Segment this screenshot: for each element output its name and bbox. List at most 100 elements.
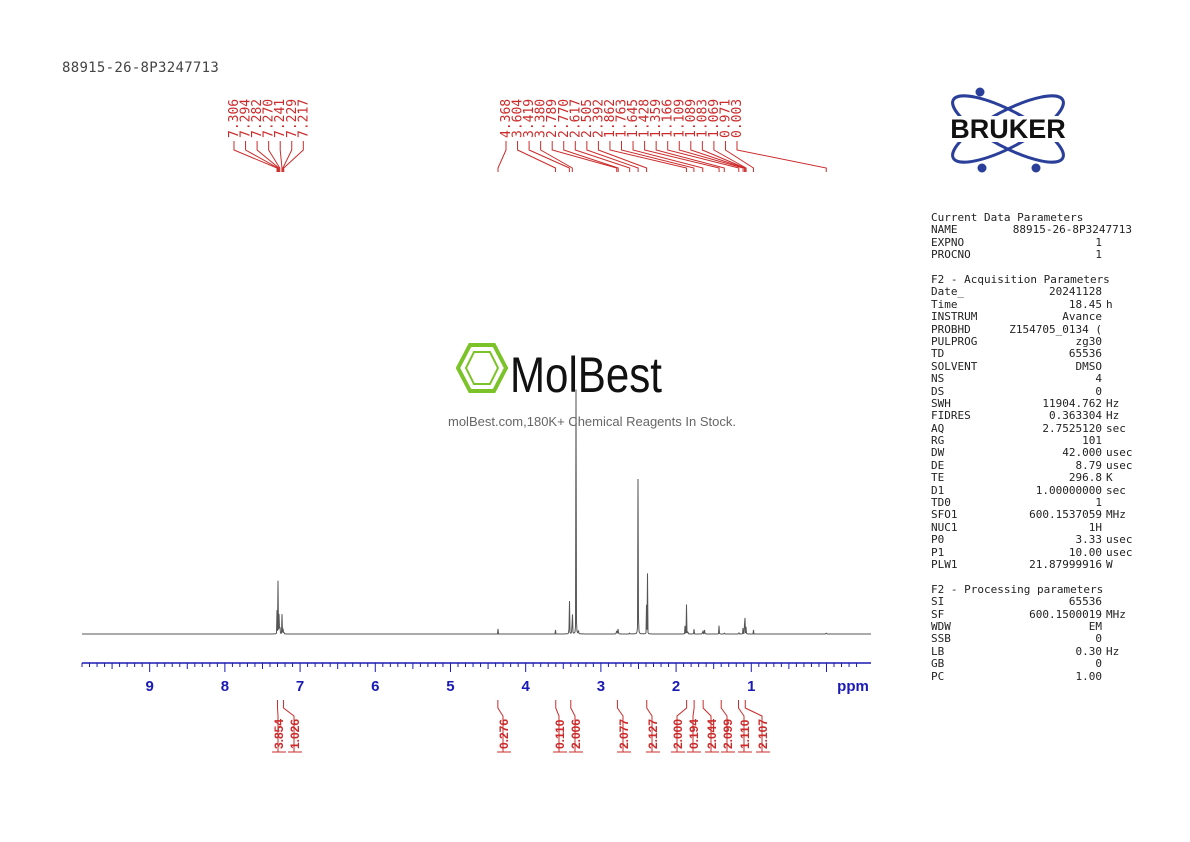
integral-value: 0.110 — [553, 719, 567, 749]
param-value: 21.87999916 — [1029, 557, 1102, 571]
param-row: PROCNO 1 — [931, 248, 1146, 262]
integral-leader-line — [744, 700, 763, 752]
param-key: EXPNO — [931, 235, 965, 249]
param-value: 0.30 — [1075, 644, 1103, 658]
param-row: SFO1 600.1537059 MHz — [931, 508, 1146, 522]
molbest-logo-text: MolBest — [510, 347, 662, 400]
param-value: 296.8 — [1068, 471, 1102, 485]
integral-leader-line — [692, 700, 695, 752]
x-tick-label: 9 — [146, 678, 154, 695]
spectrum-trace-group — [82, 389, 871, 635]
peak-leader-line — [678, 141, 744, 172]
peak-leader-line — [279, 141, 283, 172]
param-row: PROBHD Z154705_0134 ( — [931, 322, 1146, 336]
x-tick-label: 7 — [296, 678, 304, 695]
peak-label: 0.003 — [730, 99, 745, 138]
param-value: 10.00 — [1068, 545, 1102, 559]
param-key: PROCNO — [931, 248, 971, 262]
integral-leader-line — [720, 700, 728, 752]
x-tick-label: 3 — [597, 678, 605, 695]
param-value: 88915-26-8P3247713 — [1012, 223, 1132, 237]
param-key: PC — [931, 669, 945, 683]
param-row: DW 42.000 usec — [931, 446, 1146, 460]
sample-id: 88915-26-8P3247713 — [62, 60, 220, 76]
param-key: INSTRUM — [931, 310, 978, 324]
param-key: PROBHD — [931, 322, 971, 336]
bruker-logo: BRUKER — [920, 82, 1095, 181]
peak-label: 3.380 — [534, 99, 549, 138]
param-value: 1 — [1095, 235, 1102, 249]
peak-leader-line — [245, 141, 279, 172]
peak-label: 2.617 — [568, 99, 583, 138]
integral-value: 2.107 — [756, 719, 770, 749]
param-value: 2.7525120 — [1042, 421, 1102, 435]
peak-leader-line — [713, 141, 747, 172]
param-key: SOLVENT — [931, 359, 978, 373]
integral-value: 2.044 — [705, 719, 719, 749]
x-axis: 9 8 7 6 5 4 3 2 1 ppm — [81, 662, 871, 695]
peak-leader-line — [256, 141, 280, 172]
param-value: 18.45 — [1068, 297, 1102, 311]
peak-leader-line — [283, 141, 304, 172]
param-key: PLW1 — [931, 557, 958, 571]
integral-value: 0.276 — [497, 719, 511, 749]
param-value: EM — [1088, 619, 1102, 633]
param-key: SFO1 — [931, 508, 958, 522]
peak-label: 7.294 — [239, 99, 254, 138]
peak-label: 4.368 — [499, 99, 514, 138]
peak-leader-line — [563, 141, 619, 172]
integral-group: 3.854 1.026 0.276 0.110 2.006 2.077 2.127 2.000… — [272, 700, 770, 753]
param-row: Date_ 20241128 — [931, 285, 1146, 298]
integral-leader-line — [646, 700, 653, 752]
param-key: TD — [931, 347, 945, 361]
param-key: AQ — [931, 421, 945, 435]
param-row: LB 0.30 Hz — [931, 644, 1146, 658]
param-value: 42.000 — [1062, 446, 1102, 460]
peak-label: 7.306 — [227, 99, 242, 138]
peak-label: 1.083 — [695, 99, 710, 138]
peak-label: 1.645 — [626, 99, 641, 138]
bruker-logo-text: BRUKER — [950, 114, 1066, 144]
molbest-logo: MolBest — [452, 340, 667, 404]
param-key: SWH — [931, 396, 951, 410]
peak-label: 7.241 — [273, 99, 288, 138]
peak-leader-line — [497, 141, 507, 172]
params-proc-title: F2 - Processing parameters — [931, 582, 1104, 596]
integral-value: 2.006 — [569, 719, 583, 749]
peak-leader-line — [632, 141, 704, 172]
peak-leader-line — [724, 141, 754, 172]
x-axis-label: ppm — [837, 678, 869, 695]
peak-label: 2.505 — [580, 99, 595, 138]
param-unit: W — [1106, 557, 1113, 571]
integral-value: 0.194 — [687, 719, 701, 749]
param-value: 0 — [1095, 657, 1102, 671]
param-row: D1 1.00000000 sec — [931, 484, 1146, 497]
x-tick-label: 8 — [221, 678, 229, 695]
peak-leader-line — [736, 141, 827, 172]
params-current-title: Current Data Parameters — [931, 211, 1084, 224]
param-key: RG — [931, 434, 945, 448]
param-unit: Hz — [1106, 644, 1120, 658]
peak-label: 7.270 — [262, 99, 277, 138]
integral-value: 2.127 — [646, 719, 660, 749]
integral-value: 1.026 — [288, 719, 302, 749]
peak-label: 7.229 — [285, 99, 300, 138]
peak-label: 1.428 — [638, 99, 653, 138]
peak-label: 1.109 — [672, 99, 687, 138]
x-tick-label: 6 — [371, 678, 379, 695]
param-key: DE — [931, 458, 945, 472]
param-row: SSB 0 — [931, 632, 1146, 645]
peak-label: 3.419 — [522, 99, 537, 138]
peak-label: 7.282 — [250, 99, 265, 138]
spectrum-trace — [82, 389, 871, 635]
params-acq-title: F2 - Acquisition Parameters — [931, 272, 1110, 286]
param-key: P0 — [931, 533, 945, 547]
param-key: SI — [931, 595, 945, 609]
peak-leader-line — [644, 141, 720, 172]
integral-value: 2.099 — [721, 719, 735, 749]
integral-value: 1.110 — [738, 719, 752, 749]
x-tick-label: 5 — [446, 678, 454, 695]
param-value: 1 — [1095, 248, 1102, 262]
